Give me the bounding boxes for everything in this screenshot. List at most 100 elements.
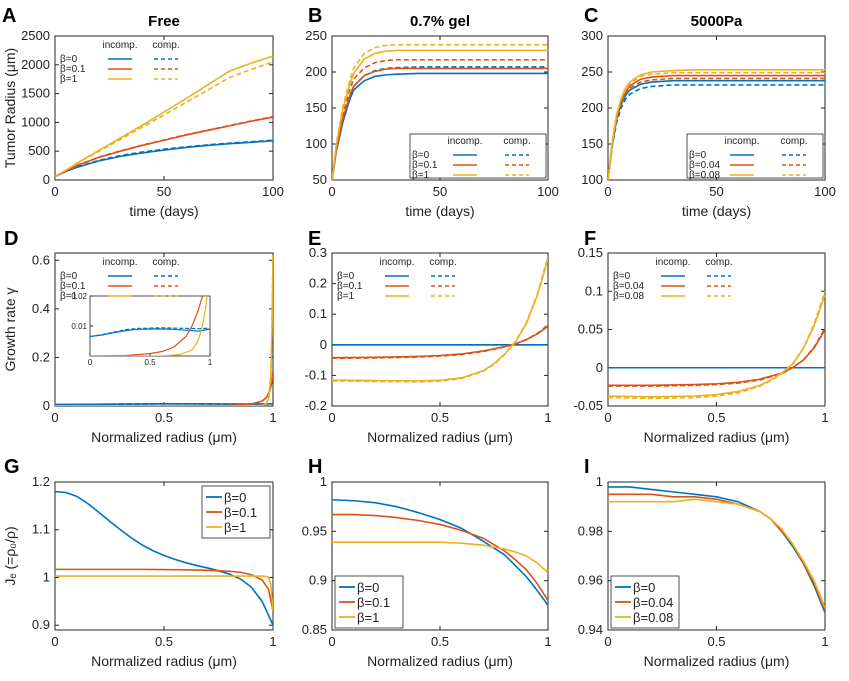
x-tick-label: 0.5 bbox=[155, 410, 173, 425]
x-axis-label: Normalized radius (μm) bbox=[91, 653, 237, 669]
inset-x-tick-label: 0.5 bbox=[144, 358, 156, 367]
legend-label: β=1 bbox=[224, 520, 246, 535]
y-tick-label: -0.2 bbox=[305, 398, 327, 413]
inset-plot: 0 0.5 1 0.01 0.02 bbox=[71, 292, 212, 367]
y-tick-label: 1 bbox=[596, 474, 603, 489]
panel-title: 5000Pa bbox=[691, 13, 743, 30]
legend-header-incomp: incomp. bbox=[655, 257, 690, 268]
inset-y-tick-label: 0.02 bbox=[71, 292, 87, 301]
x-tick-label: 0 bbox=[51, 410, 58, 425]
legend-label: β=0 bbox=[689, 150, 707, 161]
x-tick-label: 1 bbox=[269, 410, 276, 425]
series-line bbox=[608, 77, 825, 180]
y-tick-label: 300 bbox=[581, 28, 603, 43]
series-line bbox=[608, 290, 825, 400]
y-axis-label: Tumor Radius (μm) bbox=[2, 48, 18, 168]
y-tick-label: 0.9 bbox=[309, 573, 327, 588]
x-tick-label: 50 bbox=[433, 184, 447, 199]
x-tick-label: 0 bbox=[51, 634, 58, 649]
legend-label: β=0.1 bbox=[412, 160, 438, 171]
legend: incomp. comp. β=0β=0.04β=0.08 bbox=[613, 257, 733, 302]
legend-label: β=0.08 bbox=[613, 291, 644, 302]
y-tick-label: 0.6 bbox=[32, 252, 50, 267]
legend-header-comp: comp. bbox=[152, 40, 179, 51]
y-tick-label: 150 bbox=[581, 136, 603, 151]
series-line bbox=[608, 498, 825, 609]
x-axis-label: Normalized radius (μm) bbox=[367, 653, 513, 669]
legend-label: β=1 bbox=[337, 291, 355, 302]
legend-label: β=0.1 bbox=[60, 281, 86, 292]
y-tick-label: 0.1 bbox=[309, 306, 327, 321]
y-tick-label: 0.1 bbox=[585, 283, 603, 298]
y-tick-label: 2000 bbox=[21, 57, 50, 72]
legend-header-comp: comp. bbox=[780, 136, 807, 147]
legend: incomp. comp. β=0β=0.1β=1 bbox=[60, 40, 180, 85]
legend-label: β=0.1 bbox=[357, 595, 390, 610]
x-tick-label: 1 bbox=[821, 410, 828, 425]
legend: incomp. comp. β=0β=0.1β=1 bbox=[60, 257, 180, 302]
legend-label: β=0 bbox=[224, 490, 246, 505]
x-tick-label: 1 bbox=[821, 634, 828, 649]
series-line bbox=[332, 43, 548, 180]
y-tick-label: 0 bbox=[596, 360, 603, 375]
x-tick-label: 0 bbox=[328, 634, 335, 649]
y-tick-label: 0.05 bbox=[578, 322, 603, 337]
x-axis-label: Normalized radius (μm) bbox=[91, 429, 237, 445]
series-line bbox=[55, 490, 273, 626]
panel-g: 0 0.5 1 0.9 1 1.1 1.2 Normalized radius (μm) Jₑ … bbox=[2, 456, 277, 669]
x-axis-label: time (days) bbox=[405, 203, 474, 219]
legend: β=0β=0.04β=0.08 bbox=[610, 575, 680, 629]
x-tick-label: 0.5 bbox=[707, 410, 725, 425]
series-line bbox=[55, 255, 273, 406]
x-tick-label: 0.5 bbox=[707, 634, 725, 649]
y-tick-label: 0.98 bbox=[578, 523, 603, 538]
y-tick-label: 250 bbox=[305, 28, 327, 43]
legend-box bbox=[686, 133, 824, 179]
y-tick-label: -0.05 bbox=[573, 398, 603, 413]
y-tick-label: 0.85 bbox=[302, 622, 327, 637]
y-tick-label: 1.1 bbox=[32, 522, 50, 537]
y-tick-label: 500 bbox=[28, 143, 50, 158]
panel-letter: A bbox=[2, 5, 16, 27]
series-line bbox=[332, 72, 548, 180]
x-axis-label: Normalized radius (μm) bbox=[644, 429, 790, 445]
panel-d: 0 0.5 1 0 0.2 0.4 0.6 Normalized radius (μm) Gro… bbox=[2, 228, 277, 445]
x-axis-label: time (days) bbox=[682, 203, 751, 219]
legend-label: β=0.1 bbox=[337, 281, 363, 292]
y-tick-label: -0.1 bbox=[305, 367, 327, 382]
series-line bbox=[332, 498, 548, 606]
panel-letter: H bbox=[308, 456, 322, 478]
panel-title: Free bbox=[148, 13, 180, 30]
x-tick-label: 0 bbox=[328, 184, 335, 199]
series-line bbox=[55, 575, 273, 611]
legend: incomp. comp. β=0β=0.1β=1 bbox=[337, 257, 457, 302]
x-tick-label: 0.5 bbox=[431, 410, 449, 425]
x-axis-label: time (days) bbox=[129, 203, 198, 219]
y-axis-label: Jₑ (=ρ₀/ρ) bbox=[2, 526, 18, 585]
x-tick-label: 0 bbox=[604, 634, 611, 649]
series-line bbox=[55, 140, 273, 178]
legend-header-comp: comp. bbox=[503, 136, 530, 147]
legend-box bbox=[409, 133, 547, 179]
legend: β=0β=0.1β=1 bbox=[201, 485, 271, 539]
legend-label: β=0 bbox=[60, 54, 78, 65]
panel-letter: I bbox=[584, 456, 590, 478]
series-line bbox=[608, 71, 825, 180]
series-line bbox=[332, 513, 548, 601]
legend: incomp. comp. β=0β=0.1β=1 bbox=[409, 133, 547, 181]
legend-label: β=0.08 bbox=[633, 610, 673, 625]
legend-label: β=0.04 bbox=[633, 595, 673, 610]
inset-area bbox=[89, 295, 211, 357]
x-tick-label: 50 bbox=[157, 184, 171, 199]
panel-letter: F bbox=[584, 228, 596, 250]
legend-label: β=1 bbox=[412, 170, 430, 181]
inset-series-line bbox=[90, 296, 208, 356]
series-line bbox=[55, 115, 273, 178]
x-tick-label: 0 bbox=[604, 410, 611, 425]
series-line bbox=[332, 541, 548, 574]
series-line bbox=[55, 403, 273, 406]
inset-y-tick-label: 0.01 bbox=[71, 322, 87, 331]
